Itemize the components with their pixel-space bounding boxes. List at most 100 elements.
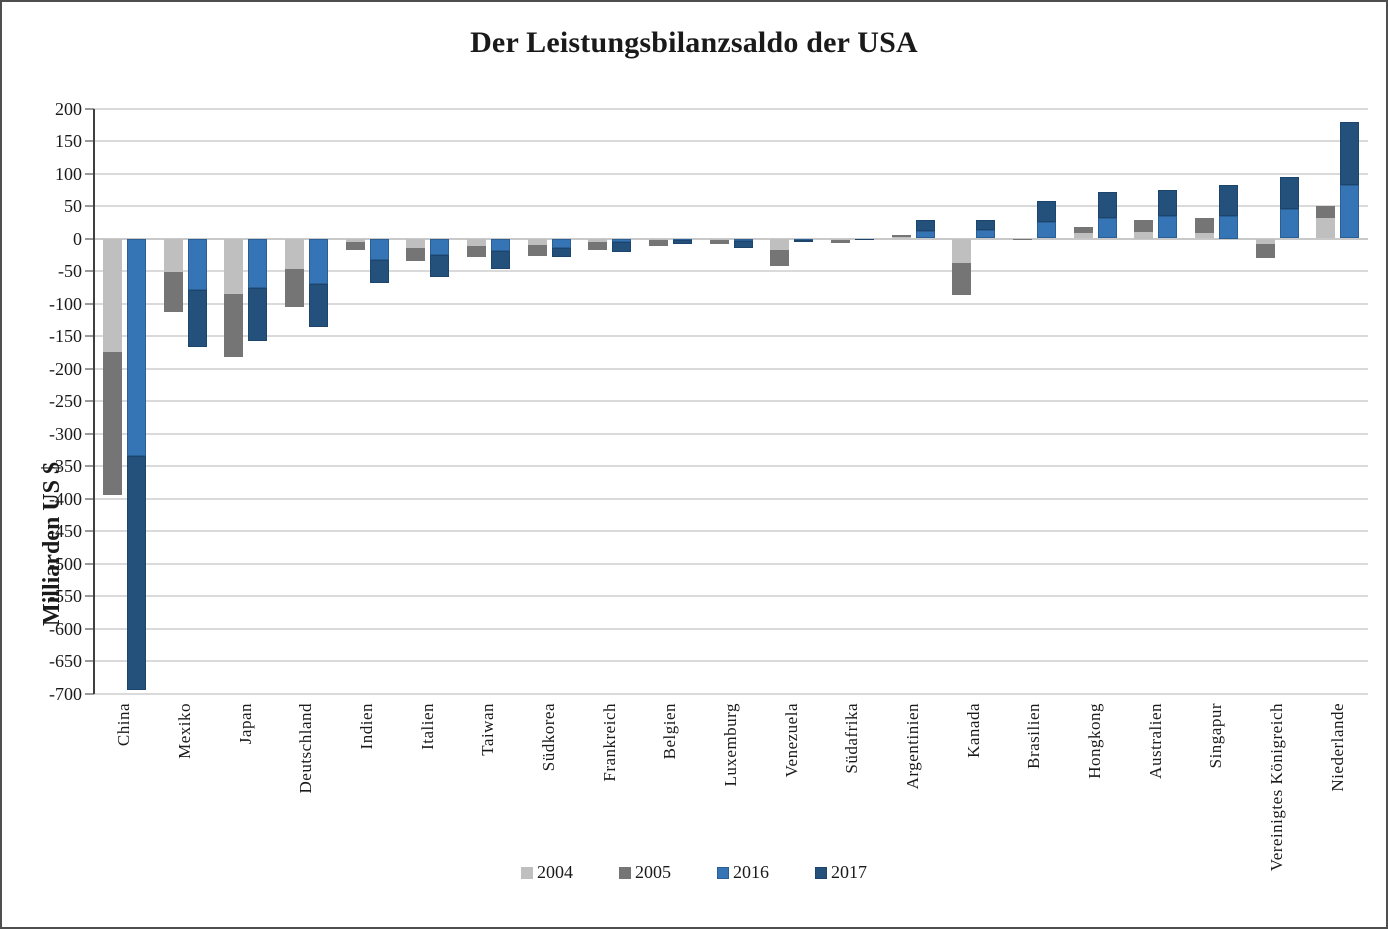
x-tick-label-Mexiko: Mexiko (175, 703, 194, 759)
bar-segment-Italien-2017 (430, 255, 450, 278)
bar-segment-Indien-2005 (345, 242, 365, 250)
y-axis-tick (85, 595, 94, 597)
bar-segment-Belgien-2005 (648, 240, 668, 247)
y-axis-tick (85, 270, 94, 272)
bar-segment-Argentinien-2005 (891, 235, 911, 238)
bar-segment-Mexiko-2016 (187, 238, 207, 290)
bar-segment-Italien-2016 (430, 238, 450, 256)
bar-segment-Südkorea-2016 (551, 238, 571, 249)
bar-segment-Singapur-2005 (1194, 218, 1214, 234)
bar-segment-Vereinigtes Königreich-2004 (1255, 238, 1275, 244)
bar-segment-Vereinigtes Königreich-2005 (1255, 243, 1275, 258)
gridline (94, 107, 1368, 110)
gridline (94, 270, 1368, 272)
legend-item-2004: 2004 (521, 862, 573, 883)
bar-segment-Singapur-2016 (1218, 215, 1238, 239)
x-tick-label-Luxemburg: Luxemburg (721, 703, 740, 787)
bar-segment-Frankreich-2017 (612, 241, 632, 252)
bar-segment-China-2004 (102, 238, 122, 352)
bar-segment-Südkorea-2005 (527, 245, 547, 257)
y-axis-tick (85, 432, 94, 435)
bar-segment-Italien-2005 (406, 248, 426, 261)
bar-segment-Belgien-2004 (648, 238, 668, 241)
bar-segment-Mexiko-2005 (163, 271, 183, 312)
bar-segment-Luxemburg-2017 (733, 241, 753, 248)
bar-segment-Indien-2016 (369, 238, 389, 260)
x-tick-label-Australien: Australien (1145, 703, 1165, 779)
legend-label-2005: 2005 (635, 862, 671, 882)
x-tick-label-Niederlande: Niederlande (1327, 703, 1347, 792)
y-tick-label: 0 (73, 228, 82, 249)
y-axis-tick (85, 140, 94, 142)
y-axis-tick (85, 660, 94, 662)
bar-segment-Venezuela-2004 (770, 238, 790, 250)
x-tick-label-Japan: Japan (235, 703, 255, 745)
bar-segment-Taiwan-2016 (490, 238, 510, 251)
bar-segment-Südafrika-2004 (830, 238, 850, 241)
bar-segment-Brasilien-2016 (1036, 221, 1056, 239)
bar-segment-Australien-2005 (1134, 220, 1154, 232)
bar-segment-Brasilien-2005 (1012, 239, 1032, 241)
x-tick-label-Singapur: Singapur (1206, 703, 1226, 769)
x-tick-label-Belgien: Belgien (660, 703, 680, 760)
bar-segment-Japan-2004 (224, 238, 244, 295)
bar-segment-Südafrika-2017 (854, 239, 874, 241)
bar-segment-Niederlande-2004 (1316, 218, 1336, 239)
bar-segment-Niederlande-2016 (1340, 185, 1360, 239)
gridline (94, 660, 1368, 662)
bar-segment-China-2005 (102, 351, 122, 495)
gridline (94, 595, 1368, 597)
bar-segment-Indien-2017 (369, 259, 389, 284)
bar-segment-Deutschland-2004 (284, 238, 304, 270)
y-tick-label: -700 (49, 683, 82, 704)
legend-item-2017: 2017 (815, 862, 867, 883)
bar-segment-Venezuela-2016 (794, 238, 814, 240)
bar-segment-China-2016 (126, 238, 146, 457)
bar-segment-Kanada-2004 (952, 238, 972, 264)
y-axis-tick (85, 335, 94, 337)
y-tick-label: -300 (49, 423, 82, 444)
bar-segment-Australien-2004 (1134, 232, 1154, 239)
gridline (94, 302, 1368, 305)
bar-segment-Japan-2017 (248, 287, 268, 342)
y-axis-tick (85, 172, 94, 175)
x-tick-label-Südafrika: Südafrika (842, 703, 862, 774)
x-tick-label-Taiwan: Taiwan (478, 703, 498, 756)
bar-segment-Mexiko-2017 (187, 289, 207, 348)
y-tick-label: -100 (49, 293, 82, 314)
legend-label-2016: 2016 (733, 862, 769, 882)
bar-segment-Brasilien-2004 (1012, 238, 1032, 240)
bar-segment-Mexiko-2004 (163, 238, 183, 272)
legend-swatch-2017 (815, 866, 827, 879)
legend: 2004 2005 2016 2017 (2, 862, 1386, 883)
bar-segment-Deutschland-2005 (284, 269, 304, 307)
bar-segment-Singapur-2004 (1194, 233, 1214, 239)
legend-item-2016: 2016 (717, 862, 769, 883)
gridline (94, 172, 1368, 175)
chart-title: Der Leistungsbilanzsaldo der USA (470, 26, 918, 59)
bar-segment-Frankreich-2004 (588, 238, 608, 242)
bar-segment-Niederlande-2005 (1316, 206, 1336, 219)
y-axis-tick (85, 562, 94, 565)
gridline (94, 692, 1368, 695)
bar-segment-Australien-2017 (1158, 189, 1178, 217)
gridline (94, 140, 1368, 142)
bar-segment-Taiwan-2005 (466, 245, 486, 257)
y-axis-tick (85, 627, 94, 630)
y-tick-label: 200 (55, 98, 82, 119)
bar-segment-Südkorea-2004 (527, 238, 547, 245)
x-tick-label-Argentinien: Argentinien (903, 703, 922, 790)
bar-segment-Taiwan-2017 (490, 250, 510, 270)
bar-segment-Luxemburg-2005 (709, 239, 729, 244)
y-axis-tick (85, 107, 94, 110)
y-axis-tick (85, 465, 94, 467)
legend-swatch-2004 (521, 866, 533, 879)
x-tick-label-Venezuela: Venezuela (781, 703, 801, 778)
bar-segment-Vereinigtes Königreich-2017 (1279, 176, 1299, 209)
y-axis-tick (85, 367, 94, 370)
bar-segment-Südafrika-2016 (854, 238, 874, 240)
gridline (94, 465, 1368, 467)
x-tick-label-Deutschland: Deutschland (296, 703, 316, 794)
gridline (94, 400, 1368, 402)
legend-item-2005: 2005 (619, 862, 671, 883)
